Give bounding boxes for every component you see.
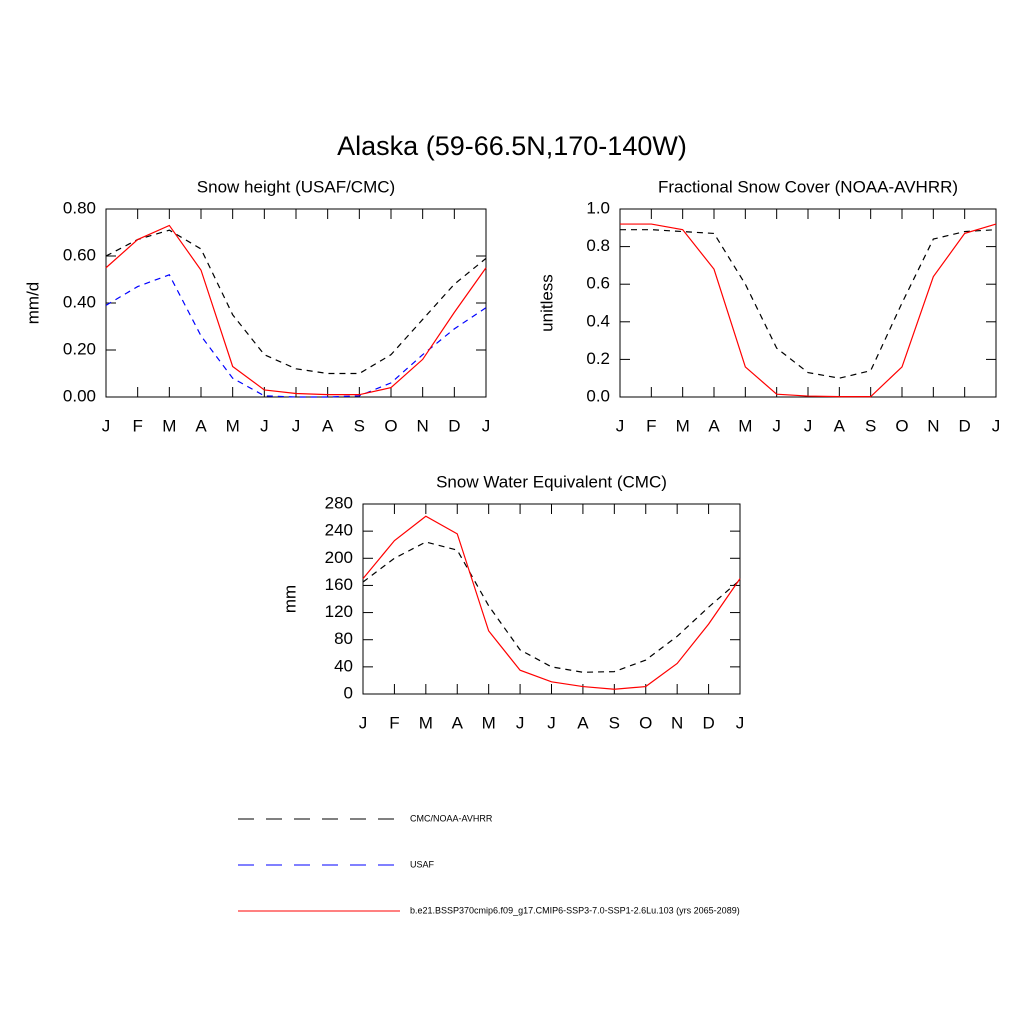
x-tick-label: O: [895, 416, 908, 435]
y-tick-label: 0.0: [586, 386, 610, 405]
x-tick-label: O: [384, 416, 397, 435]
plot-frame: [105, 208, 487, 398]
x-tick-label: J: [516, 713, 525, 732]
series-line: [105, 274, 487, 398]
y-tick-label: 0.00: [63, 386, 96, 405]
y-tick-label: 0.60: [63, 245, 96, 264]
y-axis-label: mm: [280, 585, 299, 613]
x-tick-label: F: [646, 416, 656, 435]
y-tick-label: 0.2: [586, 349, 610, 368]
y-tick-label: 0.4: [586, 311, 610, 330]
x-tick-label: M: [676, 416, 690, 435]
panel-title: Snow height (USAF/CMC): [197, 177, 395, 196]
legend-label: CMC/NOAA-AVHRR: [410, 813, 493, 823]
x-tick-label: J: [772, 416, 781, 435]
y-tick-label: 120: [325, 602, 353, 621]
legend-label: USAF: [410, 859, 435, 869]
x-tick-label: J: [102, 416, 111, 435]
y-tick-label: 1.0: [586, 198, 610, 217]
panel-title: Fractional Snow Cover (NOAA-AVHRR): [658, 177, 958, 196]
x-tick-label: N: [417, 416, 429, 435]
y-axis-label: mm/d: [23, 282, 42, 325]
x-tick-label: M: [738, 416, 752, 435]
figure-title: Alaska (59-66.5N,170-140W): [337, 131, 687, 161]
y-tick-label: 0.80: [63, 198, 96, 217]
x-tick-label: A: [708, 416, 720, 435]
x-tick-label: J: [736, 713, 745, 732]
x-tick-label: J: [482, 416, 491, 435]
y-tick-label: 0.20: [63, 339, 96, 358]
series-line: [620, 223, 997, 398]
x-tick-label: J: [547, 713, 556, 732]
x-tick-label: S: [354, 416, 365, 435]
x-tick-label: F: [389, 713, 399, 732]
y-tick-label: 280: [325, 493, 353, 512]
y-tick-label: 0: [344, 683, 353, 702]
panel-title: Snow Water Equivalent (CMC): [436, 472, 667, 491]
y-tick-label: 0.8: [586, 236, 610, 255]
x-tick-label: A: [322, 416, 334, 435]
series-line: [105, 229, 487, 375]
y-tick-label: 0.40: [63, 292, 96, 311]
x-tick-label: J: [359, 713, 368, 732]
x-tick-label: M: [482, 713, 496, 732]
y-tick-label: 0.6: [586, 274, 610, 293]
y-tick-label: 80: [334, 629, 353, 648]
x-tick-label: A: [195, 416, 207, 435]
series-line: [362, 541, 741, 673]
x-tick-label: D: [702, 713, 714, 732]
series-line: [362, 515, 741, 690]
y-tick-label: 200: [325, 548, 353, 567]
x-tick-label: O: [639, 713, 652, 732]
x-tick-label: M: [162, 416, 176, 435]
series-line: [620, 229, 997, 379]
x-tick-label: D: [959, 416, 971, 435]
x-tick-label: D: [448, 416, 460, 435]
y-tick-label: 240: [325, 521, 353, 540]
legend-label: b.e21.BSSP370cmip6.f09_g17.CMIP6-SSP3-7.…: [410, 905, 740, 915]
x-tick-label: N: [927, 416, 939, 435]
x-tick-label: A: [834, 416, 846, 435]
y-tick-label: 40: [334, 656, 353, 675]
plot-frame: [619, 208, 997, 398]
series-line: [105, 224, 487, 396]
plot-frame: [362, 503, 741, 695]
x-tick-label: A: [452, 713, 464, 732]
x-tick-label: J: [992, 416, 1001, 435]
y-axis-label: unitless: [537, 274, 556, 332]
x-tick-label: M: [226, 416, 240, 435]
x-tick-label: N: [671, 713, 683, 732]
x-tick-label: J: [292, 416, 301, 435]
x-tick-label: A: [577, 713, 589, 732]
y-tick-label: 160: [325, 575, 353, 594]
x-tick-label: J: [260, 416, 269, 435]
x-tick-label: M: [419, 713, 433, 732]
x-tick-label: S: [865, 416, 876, 435]
x-tick-label: J: [616, 416, 625, 435]
x-tick-label: F: [132, 416, 142, 435]
x-tick-label: J: [804, 416, 813, 435]
x-tick-label: S: [609, 713, 620, 732]
